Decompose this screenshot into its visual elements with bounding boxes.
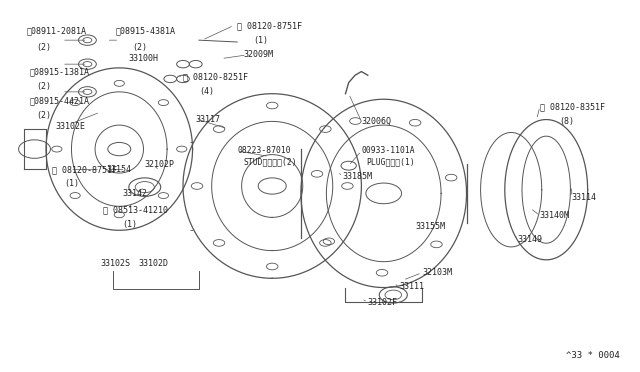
- Text: ^33 * 0004: ^33 * 0004: [566, 350, 620, 359]
- Text: 33154: 33154: [106, 165, 132, 174]
- Text: 32103M: 32103M: [422, 268, 452, 277]
- Text: 33140M: 33140M: [540, 211, 570, 220]
- Text: 33102F: 33102F: [368, 298, 398, 307]
- Text: 08223-87010: 08223-87010: [237, 147, 291, 155]
- Text: 32006Q: 32006Q: [362, 117, 392, 126]
- Text: 33142: 33142: [122, 189, 147, 198]
- Text: (4): (4): [199, 87, 214, 96]
- Text: 33155M: 33155M: [415, 222, 445, 231]
- Text: Ⓢ 08513-41210: Ⓢ 08513-41210: [103, 205, 168, 215]
- Text: (2): (2): [132, 43, 147, 52]
- Text: 33102S: 33102S: [100, 259, 130, 268]
- Text: (8): (8): [559, 117, 574, 126]
- Text: 00933-1101A: 00933-1101A: [362, 147, 415, 155]
- Text: Ⓑ 08120-8751F: Ⓑ 08120-8751F: [52, 165, 117, 174]
- Text: 32102P: 32102P: [145, 160, 175, 169]
- Text: (2): (2): [36, 82, 51, 91]
- Text: 33185M: 33185M: [342, 172, 372, 181]
- Text: 33102D: 33102D: [138, 259, 168, 268]
- Text: Ⓦ08915-4381A: Ⓦ08915-4381A: [116, 26, 176, 35]
- Text: (1): (1): [122, 219, 138, 228]
- Text: Ⓑ 08120-8351F: Ⓑ 08120-8351F: [540, 102, 605, 111]
- Text: ⓝ08911-2081A: ⓝ08911-2081A: [27, 26, 87, 35]
- Text: Ⓦ08915-4421A: Ⓦ08915-4421A: [30, 97, 90, 106]
- Text: 33117: 33117: [196, 115, 221, 124]
- Text: (1): (1): [253, 36, 268, 45]
- Text: 33102E: 33102E: [56, 122, 86, 131]
- Text: 32009M: 32009M: [244, 51, 273, 60]
- Text: 33111: 33111: [399, 282, 425, 291]
- Text: (1): (1): [64, 179, 79, 188]
- Text: (2): (2): [36, 43, 51, 52]
- Text: (2): (2): [36, 111, 51, 121]
- Text: Ⓑ 08120-8751F: Ⓑ 08120-8751F: [237, 21, 302, 30]
- Text: 33149: 33149: [518, 235, 543, 244]
- Text: Ⓦ08915-1381A: Ⓦ08915-1381A: [30, 67, 90, 76]
- Text: 33114: 33114: [572, 193, 596, 202]
- Text: PLUGプラグ(1): PLUGプラグ(1): [366, 157, 415, 167]
- Text: STUDスタッド(2): STUDスタッド(2): [244, 157, 297, 167]
- Text: Ⓑ 08120-8251F: Ⓑ 08120-8251F: [183, 73, 248, 81]
- Text: 33100H: 33100H: [129, 54, 159, 63]
